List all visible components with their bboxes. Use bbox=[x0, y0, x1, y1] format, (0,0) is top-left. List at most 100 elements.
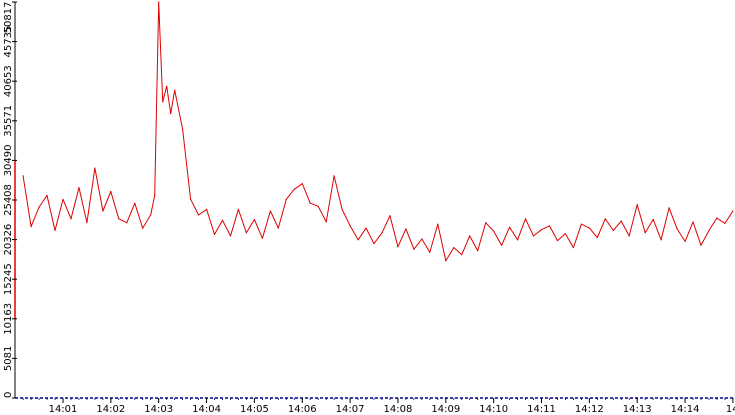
x-tick-label: 14:08 bbox=[384, 404, 413, 415]
data-point bbox=[277, 227, 279, 229]
data-point bbox=[365, 227, 367, 229]
y-tick-label: 0 bbox=[3, 392, 14, 398]
x-tick-label: 14:09 bbox=[431, 404, 460, 415]
data-point bbox=[477, 250, 479, 252]
x-tick-label: 14:10 bbox=[479, 404, 508, 415]
y-tick-label: 15245 bbox=[3, 263, 14, 295]
data-point bbox=[110, 190, 112, 193]
y-tick-label: 25408 bbox=[3, 184, 14, 216]
data-point bbox=[309, 202, 311, 204]
data-point bbox=[509, 226, 511, 228]
data-point bbox=[588, 227, 591, 229]
data-point bbox=[206, 208, 208, 210]
data-point bbox=[94, 167, 96, 169]
data-point bbox=[237, 208, 239, 210]
series-group bbox=[22, 1, 734, 262]
data-point bbox=[269, 210, 271, 212]
data-point bbox=[676, 228, 678, 230]
data-point bbox=[564, 233, 567, 235]
y-tick-label: 10163 bbox=[3, 303, 14, 335]
x-axis: 14:01 14:02 14:03 14:04 14:05 14:06 14:07 14:08… bbox=[15, 397, 735, 415]
data-point bbox=[684, 240, 686, 242]
data-point bbox=[429, 251, 431, 253]
data-point bbox=[174, 89, 176, 91]
data-point bbox=[46, 194, 48, 196]
data-point bbox=[724, 222, 726, 224]
data-point bbox=[78, 187, 80, 189]
data-point bbox=[453, 247, 455, 249]
y-tick-label: 45735 bbox=[3, 26, 14, 58]
x-tick-label: 14:01 bbox=[49, 404, 78, 415]
data-point bbox=[253, 218, 255, 221]
data-point bbox=[38, 206, 40, 208]
data-point bbox=[493, 230, 495, 232]
data-point bbox=[162, 101, 164, 103]
data-point bbox=[636, 204, 638, 206]
data-point bbox=[397, 246, 399, 248]
data-point bbox=[70, 218, 72, 220]
data-point bbox=[30, 226, 32, 228]
data-point bbox=[357, 239, 359, 241]
data-point bbox=[142, 227, 144, 229]
data-point bbox=[182, 128, 184, 130]
data-point bbox=[285, 198, 287, 200]
data-point bbox=[341, 208, 343, 210]
x-tick-label: 14:05 bbox=[240, 404, 269, 415]
data-point bbox=[540, 229, 543, 231]
data-point bbox=[22, 175, 24, 177]
y-tick-label: 40653 bbox=[3, 65, 14, 97]
data-point bbox=[301, 183, 303, 185]
data-point bbox=[389, 215, 391, 217]
data-point bbox=[158, 1, 160, 3]
data-point bbox=[708, 229, 710, 232]
data-point bbox=[532, 235, 535, 237]
data-point bbox=[413, 248, 415, 250]
data-point bbox=[548, 225, 551, 227]
data-point bbox=[166, 85, 168, 87]
data-point bbox=[198, 214, 200, 216]
data-point bbox=[170, 113, 172, 115]
data-point bbox=[62, 198, 64, 200]
y-tick-label: 30490 bbox=[3, 144, 14, 176]
data-point bbox=[692, 221, 694, 223]
x-tick-label: 14:04 bbox=[192, 404, 221, 415]
data-point bbox=[461, 254, 463, 256]
data-point bbox=[261, 237, 263, 239]
y-axis: 0 5081 10163 15245 20326 25408 30490 35571 40653… bbox=[3, 1, 17, 399]
data-point bbox=[485, 222, 487, 224]
data-point bbox=[660, 239, 662, 241]
data-point bbox=[86, 222, 88, 224]
data-point bbox=[421, 238, 423, 240]
data-point bbox=[524, 218, 527, 220]
y-tick-label: 50817 bbox=[3, 2, 14, 34]
data-point bbox=[405, 228, 407, 230]
data-point bbox=[349, 225, 351, 227]
data-point bbox=[716, 217, 718, 219]
y-tick-label: 35571 bbox=[3, 105, 14, 137]
x-tick-label: 14:13 bbox=[623, 404, 652, 415]
x-tick-label: 14:11 bbox=[527, 404, 556, 415]
data-point bbox=[213, 233, 216, 235]
data-point bbox=[700, 244, 702, 246]
x-tick-label: 14:06 bbox=[288, 404, 317, 415]
data-point bbox=[154, 194, 156, 196]
data-point bbox=[317, 205, 319, 207]
data-point bbox=[556, 240, 559, 242]
data-point bbox=[652, 218, 654, 221]
x-tick-label: 14:03 bbox=[144, 404, 173, 415]
data-point bbox=[245, 232, 247, 234]
data-point bbox=[628, 235, 630, 237]
data-point bbox=[229, 235, 232, 237]
data-point bbox=[381, 232, 383, 234]
data-point bbox=[293, 188, 295, 190]
data-point bbox=[150, 214, 152, 216]
data-point bbox=[469, 235, 471, 237]
data-point bbox=[333, 175, 335, 177]
y-tick-label: 5081 bbox=[3, 346, 14, 371]
data-point bbox=[572, 247, 575, 249]
y-tick-label: 20326 bbox=[3, 224, 14, 256]
x-tick-label: 14:02 bbox=[96, 404, 125, 415]
data-point bbox=[668, 207, 670, 209]
data-point bbox=[221, 219, 224, 221]
